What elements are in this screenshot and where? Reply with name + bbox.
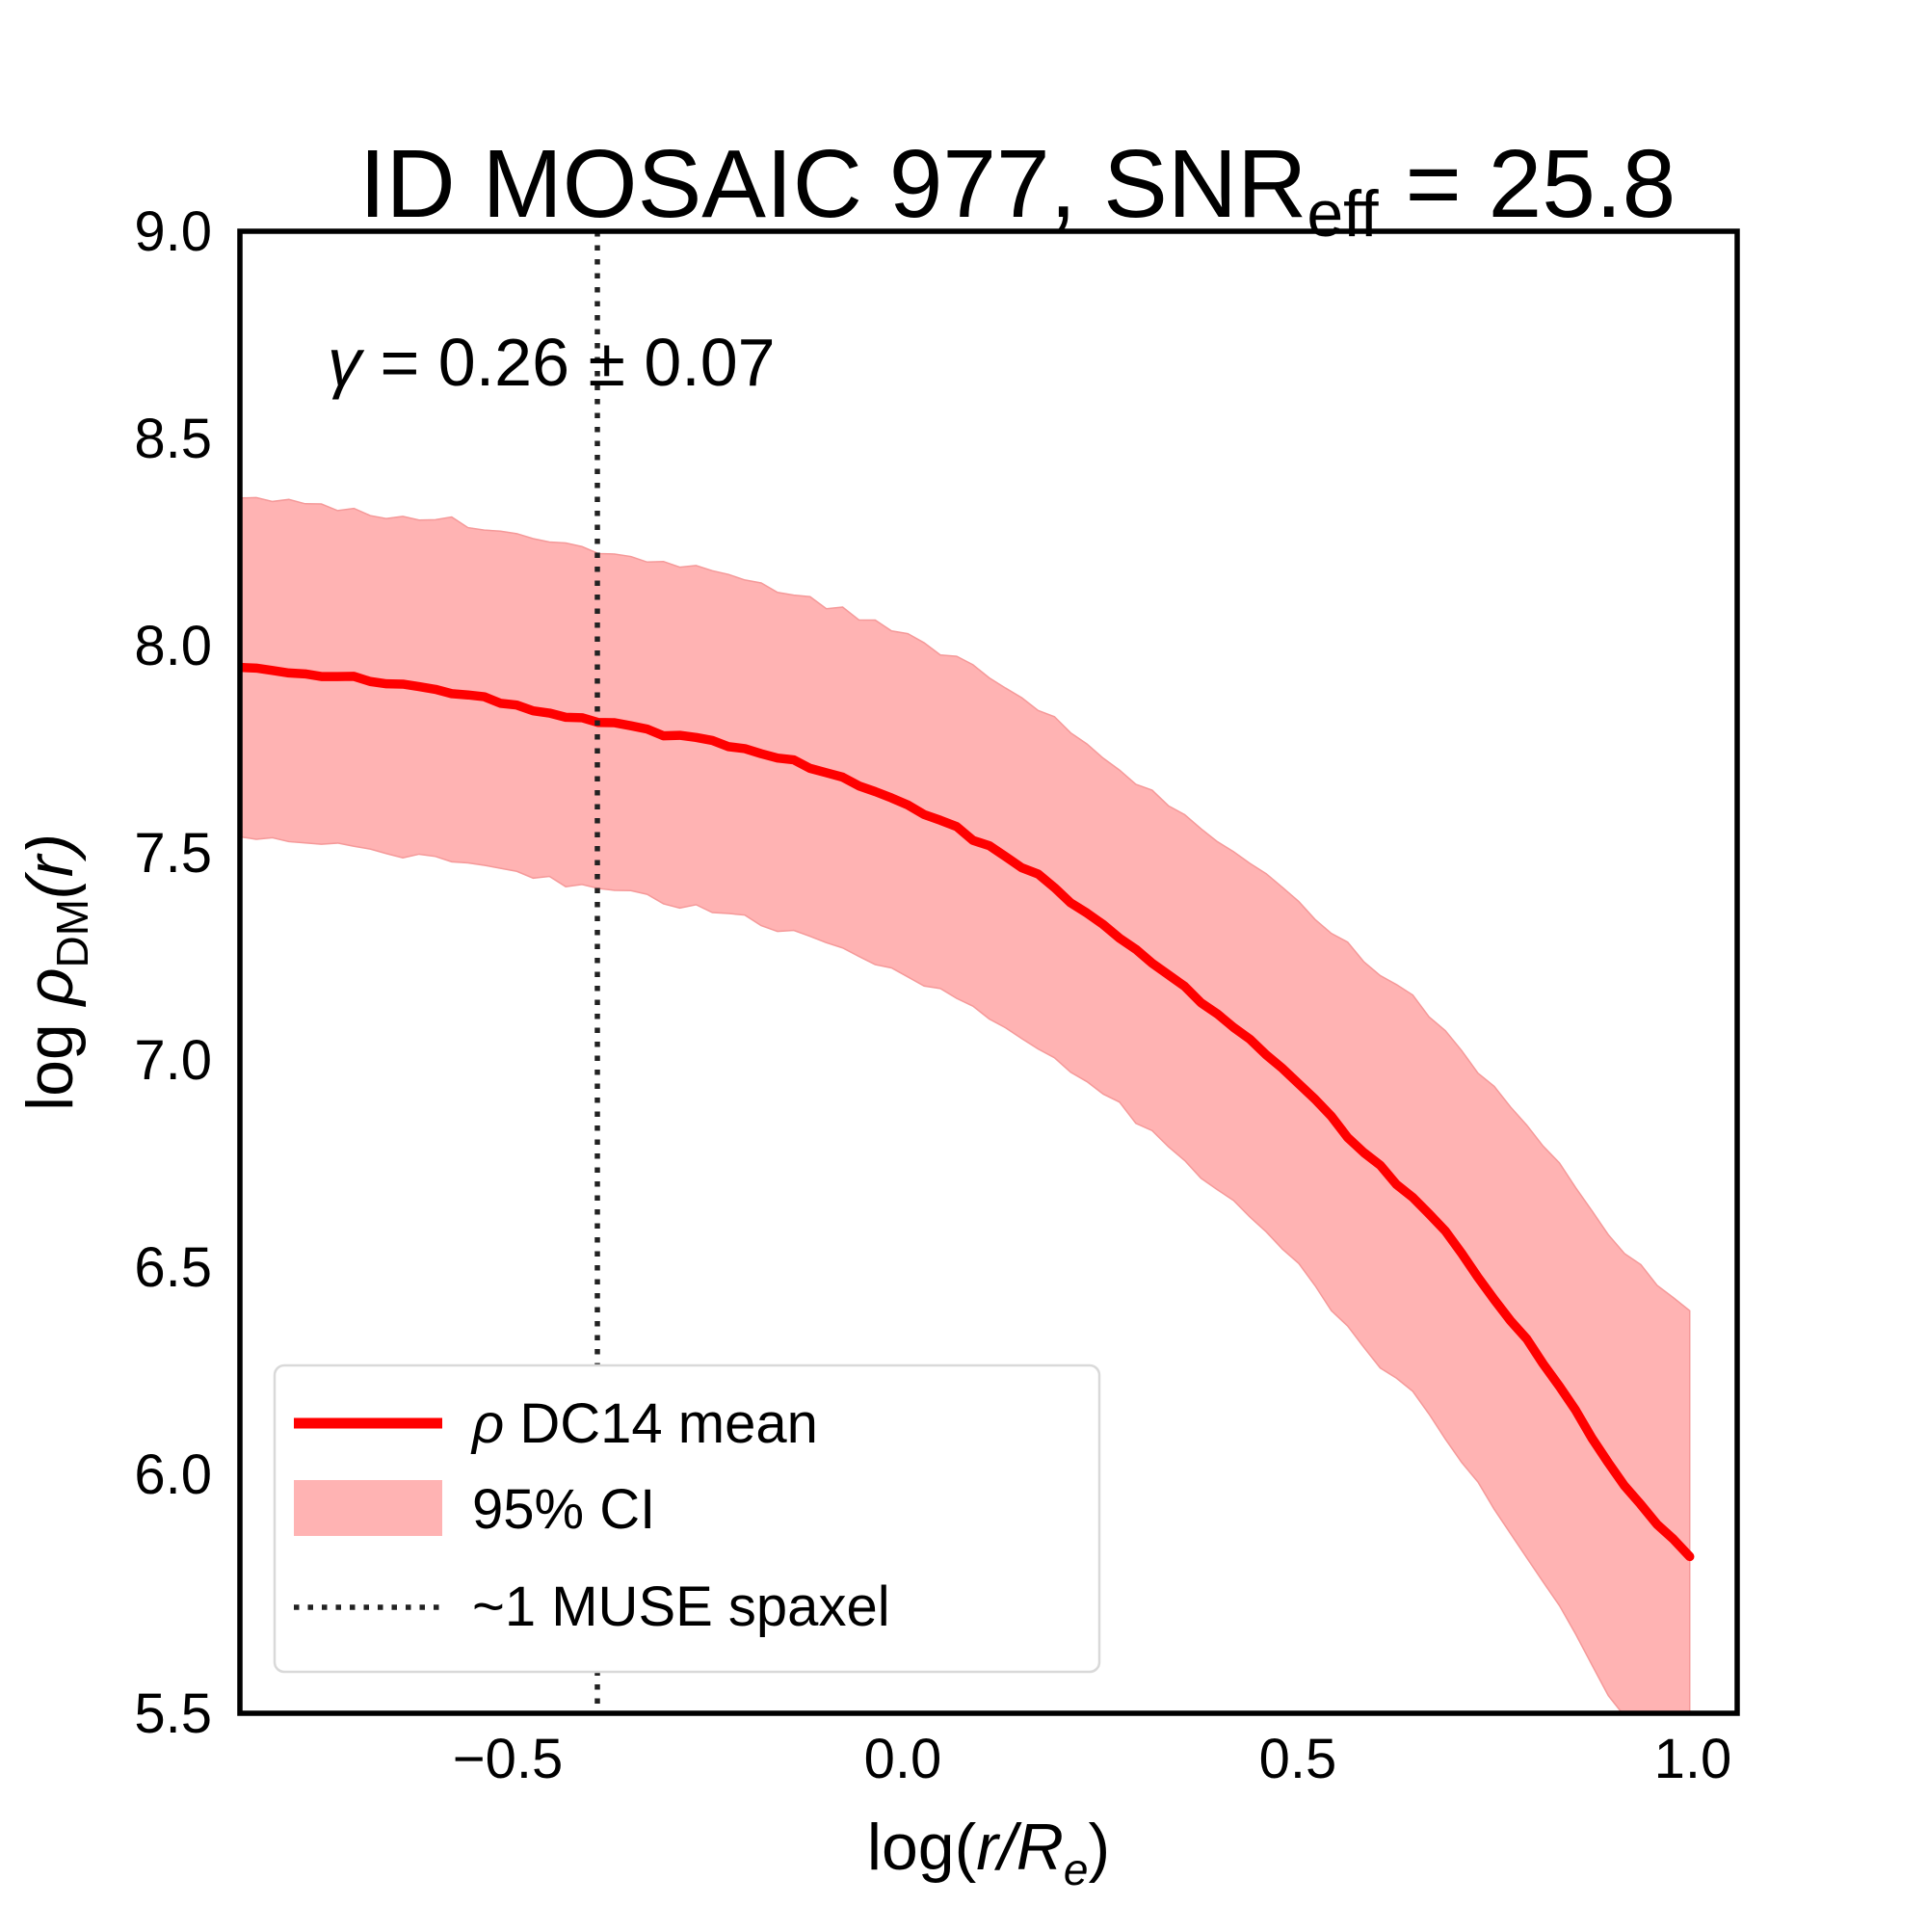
- svg-text:8.5: 8.5: [134, 408, 212, 470]
- svg-text:γ = 0.26 ± 0.07: γ = 0.26 ± 0.07: [328, 325, 776, 400]
- svg-text:9.0: 9.0: [134, 200, 212, 263]
- svg-text:0.0: 0.0: [864, 1728, 942, 1790]
- svg-text:log ρDM(r): log ρDM(r): [13, 834, 97, 1111]
- svg-text:6.5: 6.5: [134, 1236, 212, 1299]
- svg-text:7.5: 7.5: [134, 822, 212, 885]
- svg-text:0.5: 0.5: [1259, 1728, 1337, 1790]
- svg-text:~1 MUSE spaxel: ~1 MUSE spaxel: [472, 1575, 890, 1638]
- svg-text:1.0: 1.0: [1654, 1728, 1732, 1790]
- svg-text:7.0: 7.0: [134, 1029, 212, 1092]
- svg-text:−0.5: −0.5: [453, 1728, 564, 1790]
- svg-text:95% CI: 95% CI: [472, 1478, 655, 1541]
- svg-text:6.0: 6.0: [134, 1443, 212, 1506]
- svg-text:5.5: 5.5: [134, 1682, 212, 1745]
- svg-text:ρ DC14 mean: ρ DC14 mean: [470, 1392, 818, 1455]
- svg-text:8.0: 8.0: [134, 615, 212, 677]
- svg-text:ID MOSAIC 977, SNReff = 25.8: ID MOSAIC 977, SNReff = 25.8: [359, 130, 1676, 251]
